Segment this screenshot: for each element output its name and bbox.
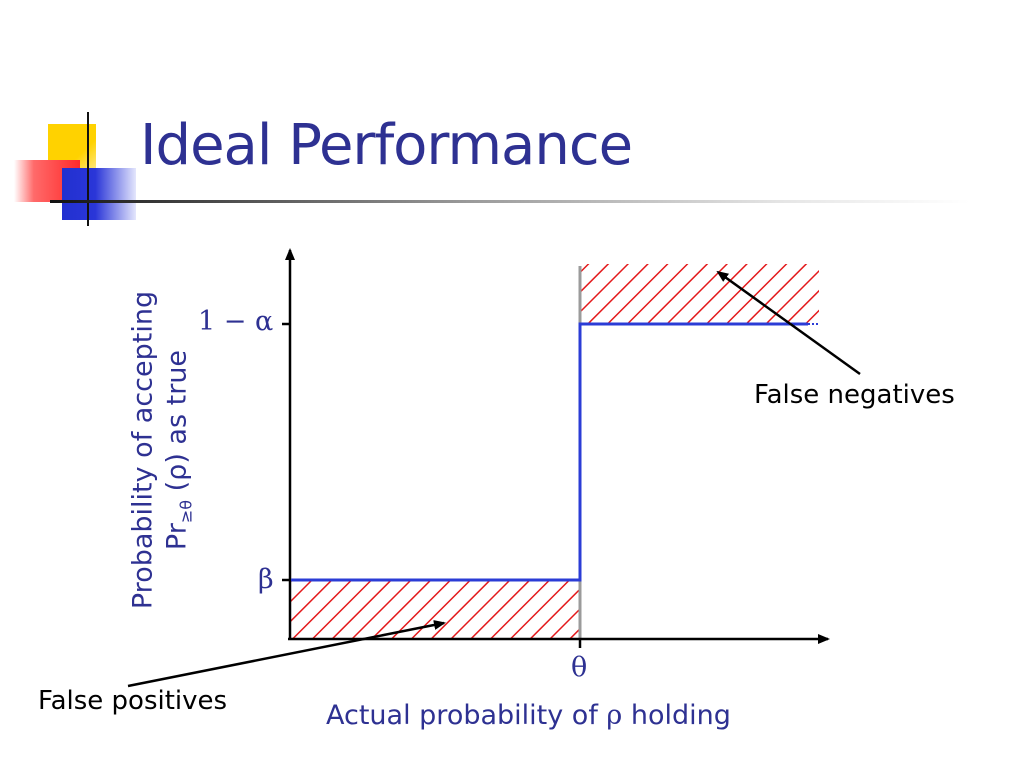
y-axis-label: Probability of accepting Pr≥θ (ρ) as tru… <box>126 291 203 609</box>
logo-vertical-line <box>87 112 89 226</box>
false-negative-region <box>580 264 819 324</box>
slide-title: Ideal Performance <box>140 113 633 178</box>
y-tick-label-high: 1 − α <box>198 306 274 337</box>
y-axis-label-subscript: ≥θ <box>176 499 196 524</box>
false-negatives-arrow <box>716 270 861 376</box>
logo-blue-square <box>62 168 136 220</box>
x-axis-label-rho: ρ <box>606 700 623 731</box>
y-axis-label-pr: Pr <box>161 523 193 551</box>
y-axis-label-line1: Probability of accepting <box>127 290 159 610</box>
false-positives-label: False positives <box>38 686 228 716</box>
false-positive-region <box>291 580 580 638</box>
x-axis-label-suffix: holding <box>622 700 731 731</box>
y-axis-label-line2: Pr≥θ (ρ) as true <box>160 291 203 609</box>
x-tick-label-theta: θ <box>571 652 588 683</box>
y-tick-label-low: β <box>258 564 274 595</box>
x-axis-label: Actual probability of ρ holding <box>326 700 731 731</box>
acceptance-curve <box>291 322 808 582</box>
x-axis-label-prefix: Actual probability of <box>326 700 607 731</box>
false-negatives-label: False negatives <box>754 380 955 410</box>
title-underline <box>50 200 970 203</box>
y-axis-label-rest: (ρ) as true <box>161 349 193 500</box>
false-positives-arrow <box>127 620 446 688</box>
